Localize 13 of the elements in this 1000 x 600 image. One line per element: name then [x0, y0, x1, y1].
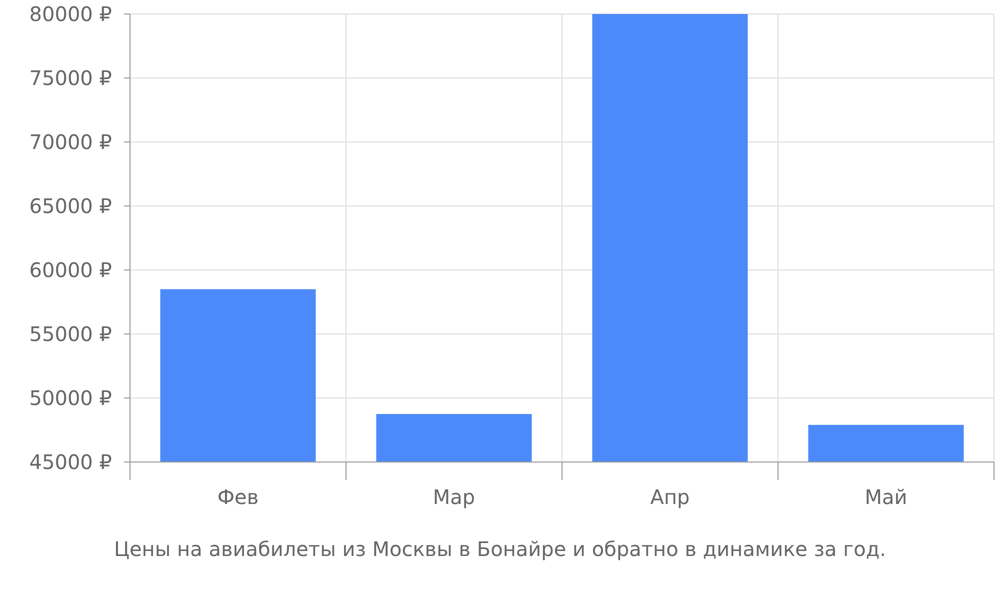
- y-tick-label: 75000 ₽: [29, 66, 112, 90]
- y-tick-label: 60000 ₽: [29, 258, 112, 282]
- y-tick-label: 50000 ₽: [29, 386, 112, 410]
- y-tick-label: 45000 ₽: [29, 450, 112, 474]
- y-tick-label: 70000 ₽: [29, 130, 112, 154]
- x-tick-label: Май: [864, 485, 908, 509]
- x-tick-label: Апр: [650, 485, 690, 509]
- x-tick-label: Фев: [217, 485, 259, 509]
- y-tick-label: 80000 ₽: [29, 2, 112, 26]
- text: Цены на авиабилеты из Москвы в Бонайре и обратно в динамике за год.: [114, 537, 886, 561]
- y-tick-label: 55000 ₽: [29, 322, 112, 346]
- x-tick-label: Мар: [432, 485, 476, 509]
- y-tick-label: 65000 ₽: [29, 194, 112, 218]
